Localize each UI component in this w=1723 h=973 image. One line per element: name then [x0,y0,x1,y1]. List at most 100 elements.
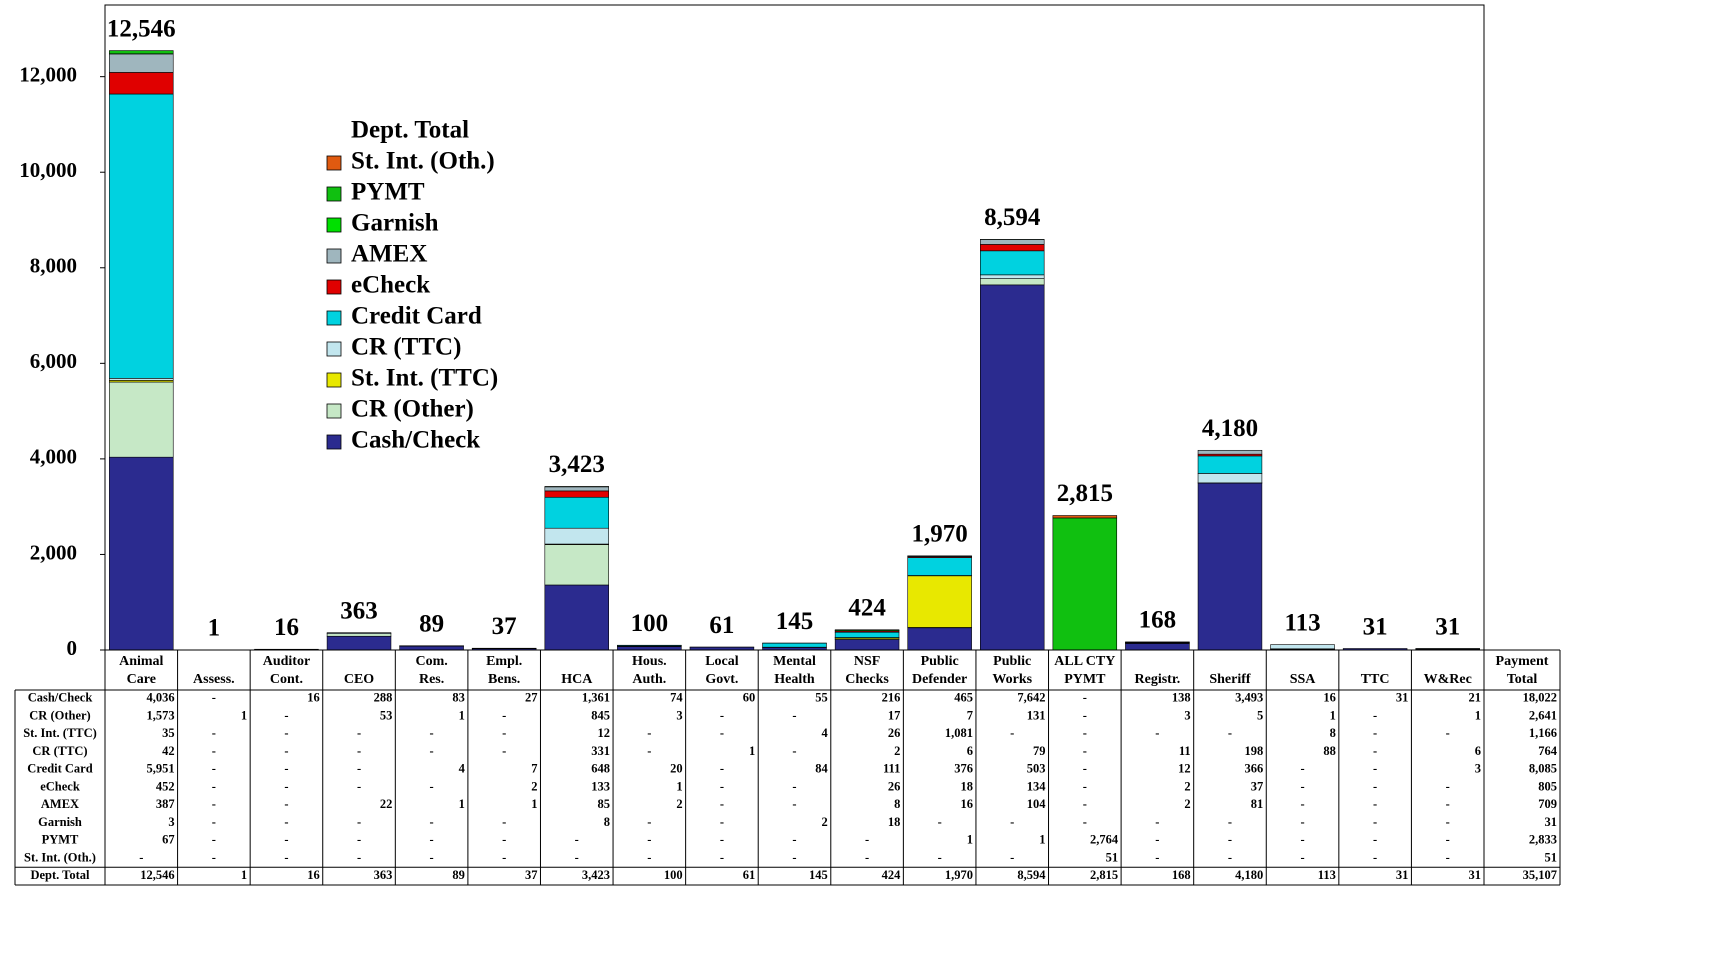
table-cell: - [1228,815,1232,829]
y-tick-label: 4,000 [30,445,77,469]
table-cell: - [284,726,288,740]
table-cell: 35 [162,726,175,740]
table-cell: - [1373,833,1377,847]
table-cell: 2 [1184,779,1190,793]
table-cell: - [430,815,434,829]
table-cell: - [1373,779,1377,793]
table-cell: - [1083,691,1087,705]
table-cell: 2,815 [1090,868,1118,882]
table-cell: 20 [670,762,683,776]
table-cell: 133 [591,779,610,793]
bar-segment [1052,515,1118,519]
table-cell: 3,493 [1235,691,1263,705]
table-cell: - [284,815,288,829]
table-cell: - [502,850,506,864]
table-cell: 37 [1251,779,1264,793]
legend-swatch [326,217,342,233]
table-cell: - [1446,850,1450,864]
table-cell: - [357,833,361,847]
table-cell: - [1083,779,1087,793]
table-cell: 61 [743,868,756,882]
legend-swatch [326,186,342,202]
column-header: Assess. [193,672,235,687]
row-header: CR (TTC) [32,744,87,758]
table-cell: 1 [1039,833,1045,847]
bar-segment [326,635,392,651]
table-cell: - [1155,833,1159,847]
table-cell: 363 [374,868,393,882]
bar-segment [109,456,174,651]
bar-segment [834,631,900,638]
table-cell: 1 [676,779,682,793]
bar-total-label: 31 [1435,613,1460,640]
table-cell: 31 [1396,868,1409,882]
table-cell: - [720,850,724,864]
legend-label: PYMT [351,179,425,206]
bar-segment [544,496,609,529]
row-header: St. Int. (TTC) [23,726,97,740]
table-cell: 81 [1251,797,1264,811]
table-cell: 6 [1475,744,1481,758]
table-cell: 84 [815,762,828,776]
table-cell: 2 [1184,797,1190,811]
bar-total-label: 1,970 [912,521,968,548]
legend-swatch [326,372,342,388]
table-cell: - [792,779,796,793]
table-cell: - [212,726,216,740]
bar-segment [1270,644,1335,650]
table-cell: - [1155,850,1159,864]
table-cell: - [647,726,651,740]
table-cell: 2 [531,779,537,793]
table-cell: 648 [591,762,610,776]
table-cell: 2 [822,815,828,829]
table-cell: 51 [1106,850,1119,864]
table-cell: 465 [954,691,973,705]
row-header: CR (Other) [29,708,90,722]
table-cell: - [1373,762,1377,776]
row-header: Cash/Check [28,691,93,705]
column-header: Auditor Cont. [262,654,311,687]
table-cell: 35,107 [1523,868,1557,882]
table-cell: - [212,833,216,847]
bar-segment [326,632,392,635]
table-cell: - [212,779,216,793]
table-cell: 8 [894,797,900,811]
bar-segment [834,639,900,651]
column-header: Local Govt. [705,654,739,687]
table-cell: - [720,726,724,740]
table-cell: - [1083,744,1087,758]
table-cell: - [1446,797,1450,811]
bar-segment [544,544,609,586]
bar-total-label: 16 [274,614,299,641]
bar-segment [109,381,174,458]
table-cell: - [720,833,724,847]
table-cell: 6 [967,744,973,758]
table-cell: 60 [743,691,756,705]
table-cell: 1 [531,797,537,811]
table-cell: - [284,708,288,722]
table-cell: - [212,744,216,758]
table-cell: 8,085 [1529,762,1557,776]
legend-label: Garnish [351,210,439,237]
table-cell: - [502,815,506,829]
y-tick-label: 6,000 [30,349,77,373]
table-cell: 113 [1318,868,1336,882]
column-header: Com. Res. [415,654,448,687]
table-cell: - [1083,815,1087,829]
table-cell: - [502,708,506,722]
table-cell: 85 [598,797,611,811]
row-header: Dept. Total [30,868,90,882]
table-cell: 1 [1330,708,1336,722]
table-cell: 67 [162,833,175,847]
table-cell: 16 [307,691,320,705]
column-header: W&Rec [1423,672,1472,687]
table-cell: 31 [1469,868,1482,882]
bar-segment [109,378,174,381]
table-cell: - [139,850,143,864]
y-tick-label: 8,000 [30,254,77,278]
bar-segment [1197,482,1263,651]
table-cell: - [284,833,288,847]
table-cell: - [357,726,361,740]
legend-swatch [326,403,342,419]
